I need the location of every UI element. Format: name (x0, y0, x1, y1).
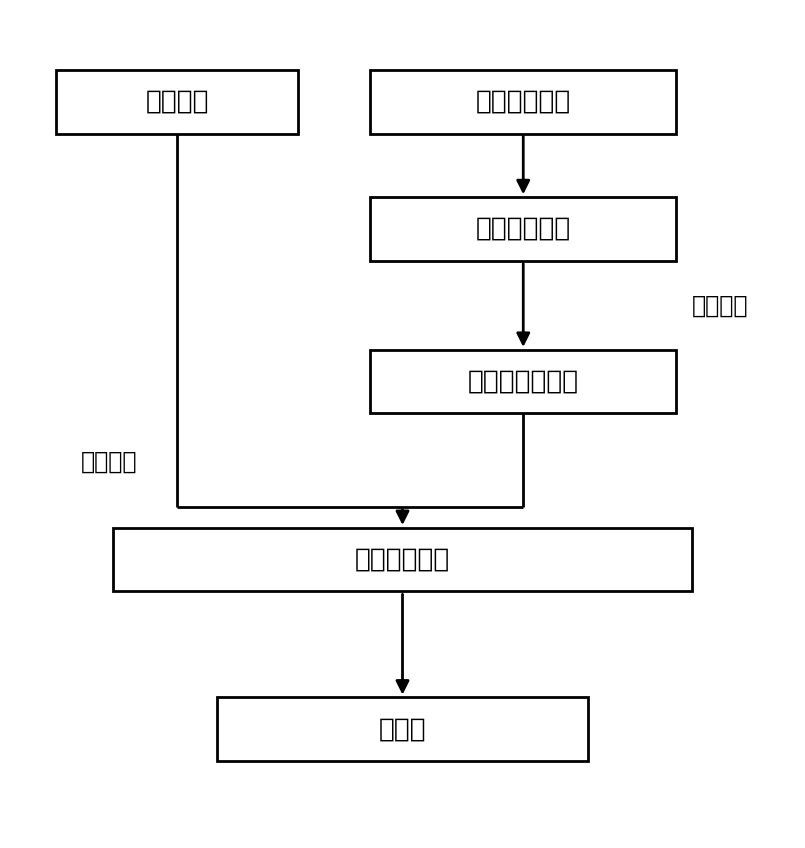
Bar (56, 70, 298, 133)
Text: 脉冲发生时刻: 脉冲发生时刻 (476, 216, 571, 242)
Text: 时域信号: 时域信号 (146, 89, 208, 114)
Text: 等角度采样时刻: 等角度采样时刻 (468, 369, 579, 394)
Text: 转速脉冲信号: 转速脉冲信号 (476, 89, 571, 114)
Text: 分析阶次: 分析阶次 (692, 293, 749, 317)
Bar (370, 70, 676, 133)
Bar (370, 198, 676, 261)
Text: 角域平稳信号: 角域平稳信号 (355, 547, 450, 572)
Bar (113, 527, 692, 592)
Text: 插值拟合: 插值拟合 (80, 450, 137, 474)
Text: 阶次谱: 阶次谱 (378, 717, 427, 742)
Bar (370, 349, 676, 413)
Bar (217, 697, 588, 762)
